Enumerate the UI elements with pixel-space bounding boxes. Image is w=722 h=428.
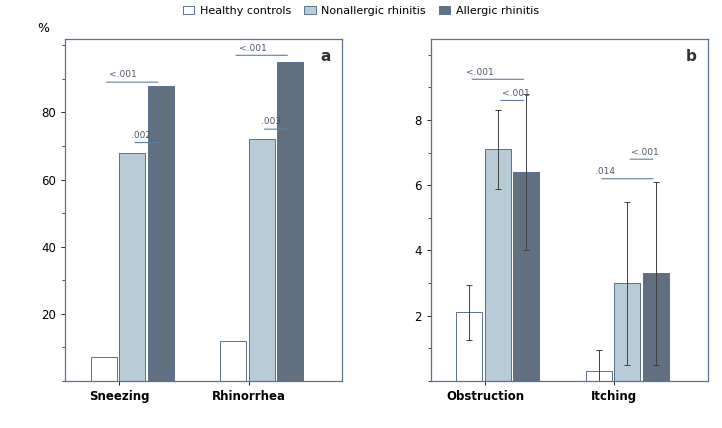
Text: a: a [321,49,331,64]
Text: .014: .014 [595,167,615,176]
Bar [249,139,274,381]
Text: .002: .002 [131,131,151,140]
Text: .003: .003 [261,117,281,126]
Bar [614,283,640,381]
Text: <.001: <.001 [239,44,266,53]
Bar [586,371,612,381]
Text: %: % [38,22,49,35]
Bar [220,341,246,381]
Bar [456,312,482,381]
Text: <.001: <.001 [631,148,659,157]
Bar [277,62,303,381]
Bar [148,86,174,381]
Bar [643,273,669,381]
Text: <.001: <.001 [466,68,494,77]
Bar [91,357,117,381]
Bar [513,172,539,381]
Text: <.001: <.001 [109,71,137,80]
Bar [119,153,145,381]
Bar [485,149,511,381]
Legend: Healthy controls, Nonallergic rhinitis, Allergic rhinitis: Healthy controls, Nonallergic rhinitis, … [179,1,543,20]
Text: b: b [686,49,697,64]
Text: <.001: <.001 [502,89,530,98]
